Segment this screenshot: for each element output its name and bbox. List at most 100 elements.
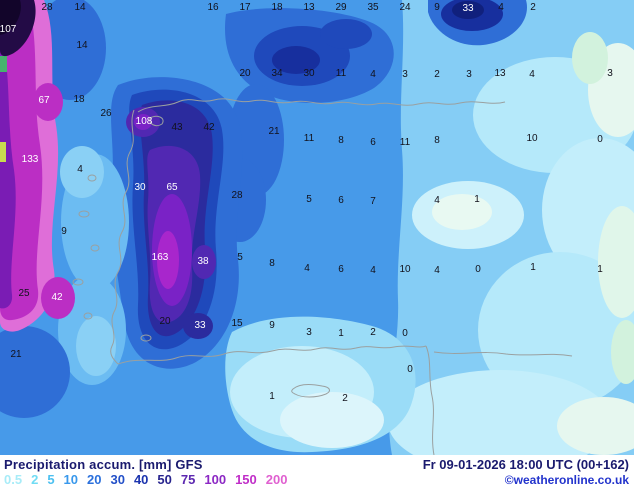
precip-value: 30 (303, 68, 315, 79)
precip-value: 10 (399, 264, 411, 275)
precip-value: 11 (303, 133, 315, 144)
precip-value: 33 (194, 320, 206, 331)
scale-value-100: 100 (204, 472, 227, 487)
precip-value: 11 (399, 137, 411, 148)
scale-value-150: 150 (235, 472, 257, 487)
precip-value: 0 (402, 328, 408, 339)
precip-value: 20 (159, 316, 171, 327)
precip-value: 4 (434, 265, 440, 276)
precip-value: 4 (370, 69, 376, 80)
precip-value: 38 (197, 256, 209, 267)
precip-value: 107 (0, 24, 17, 35)
precip-value: 4 (529, 69, 535, 80)
credit-link[interactable]: ©weatheronline.co.uk (504, 473, 629, 487)
precip-value: 1 (338, 328, 344, 339)
scale-value-10: 10 (63, 472, 79, 487)
precip-value: 4 (498, 2, 504, 13)
precip-value: 5 (237, 252, 243, 263)
scale-value-20: 20 (87, 472, 102, 487)
precip-value: 6 (370, 137, 376, 148)
precip-value: 0 (407, 364, 413, 375)
precip-value: 4 (304, 263, 310, 274)
scale-value-2: 2 (31, 472, 39, 487)
precip-value: 18 (271, 2, 283, 13)
precip-value: 11 (335, 68, 347, 79)
precipitation-contour-map (0, 0, 634, 455)
precip-value: 17 (239, 2, 251, 13)
legend-scale: 0.5 2 5 10 20 30 40 50 75 100 150 200 (4, 472, 287, 487)
precip-value: 42 (51, 292, 63, 303)
precip-value: 0 (475, 264, 481, 275)
precip-value: 18 (73, 94, 85, 105)
map-title: Precipitation accum. [mm] GFS (4, 457, 203, 472)
precip-value: 6 (338, 264, 344, 275)
precip-value: 8 (434, 135, 440, 146)
precip-value: 5 (306, 194, 312, 205)
precip-value: 35 (367, 2, 379, 13)
precip-value: 21 (10, 349, 22, 360)
precip-value: 29 (335, 2, 347, 13)
precip-value: 14 (76, 40, 88, 51)
precip-value: 15 (231, 318, 243, 329)
precip-value: 6 (338, 195, 344, 206)
map-area: 107 28 14 16 17 18 13 29 35 24 9 33 4 2 14 20 34 30 11 4 3 2 3… (0, 0, 634, 455)
precip-value: 3 (306, 327, 312, 338)
precip-value: 34 (271, 68, 283, 79)
scale-value-200: 200 (265, 472, 288, 487)
precip-value: 2 (370, 327, 376, 338)
precip-value: 1 (597, 264, 603, 275)
precip-value: 108 (135, 116, 153, 127)
precip-value: 9 (61, 226, 67, 237)
scale-value-50: 50 (157, 472, 172, 487)
precip-value: 4 (370, 265, 376, 276)
precip-value: 9 (434, 2, 440, 13)
precip-value: 10 (526, 133, 538, 144)
precip-value: 4 (77, 164, 83, 175)
precip-value: 3 (402, 69, 408, 80)
precip-value: 8 (269, 258, 275, 269)
precip-value: 42 (203, 122, 215, 133)
precip-value: 163 (151, 252, 169, 263)
precip-value: 14 (74, 2, 86, 13)
legend-left: Precipitation accum. [mm] GFS 0.5 2 5 10 20 3… (4, 457, 287, 487)
scale-value-0.5: 0.5 (4, 472, 23, 487)
precip-value: 13 (303, 2, 315, 13)
value-layer: 107 28 14 16 17 18 13 29 35 24 9 33 4 2 14 20 34 30 11 4 3 2 3… (0, 2, 613, 404)
precip-value: 1 (474, 194, 480, 205)
scale-value-30: 30 (110, 472, 125, 487)
precip-value: 16 (207, 2, 219, 13)
precip-value: 25 (18, 288, 30, 299)
precip-value: 8 (338, 135, 344, 146)
precip-value: 28 (41, 2, 53, 13)
scale-value-5: 5 (47, 472, 55, 487)
precip-value: 0 (597, 134, 603, 145)
precip-value: 33 (462, 3, 474, 14)
precip-value: 3 (466, 69, 472, 80)
precip-value: 28 (231, 190, 243, 201)
precip-value: 133 (21, 154, 39, 165)
precip-value: 30 (134, 182, 146, 193)
precip-value: 9 (269, 320, 275, 331)
precip-value: 24 (399, 2, 411, 13)
precip-value: 43 (171, 122, 183, 133)
precip-value: 1 (530, 262, 536, 273)
scale-value-75: 75 (180, 472, 196, 487)
precip-value: 7 (370, 196, 376, 207)
coastlines (72, 98, 573, 455)
precip-value: 21 (268, 126, 280, 137)
precip-value: 2 (434, 69, 440, 80)
precip-value: 4 (434, 195, 440, 206)
precip-value: 65 (166, 182, 178, 193)
legend-bar: Precipitation accum. [mm] GFS 0.5 2 5 10 20 3… (0, 455, 634, 490)
forecast-datetime: Fr 09-01-2026 18:00 UTC (00+162) (422, 457, 629, 472)
precip-value: 2 (342, 393, 348, 404)
precip-value: 67 (38, 95, 50, 106)
precip-value: 13 (494, 68, 506, 79)
precip-value: 1 (269, 391, 275, 402)
precip-value: 2 (530, 2, 536, 13)
precip-value: 3 (607, 68, 613, 79)
precip-value: 26 (100, 108, 112, 119)
precip-value: 20 (239, 68, 251, 79)
legend-right: Fr 09-01-2026 18:00 UTC (00+162) ©weathe… (423, 457, 629, 487)
